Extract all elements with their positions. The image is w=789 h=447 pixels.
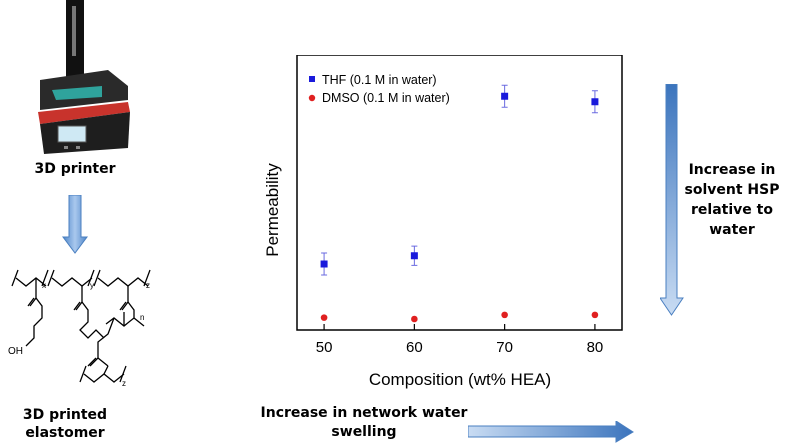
elastomer-label-line1: 3D printed [22,407,108,423]
x-tick-label: 50 [316,339,333,356]
series-layer [320,84,599,323]
x-tick-label: 80 [587,339,604,356]
chem-sub-z: z [146,281,150,290]
x-tick-label: 60 [406,339,423,356]
legend-thf-marker [309,76,315,82]
swelling-right-arrow [468,421,634,443]
dmso-point [501,311,508,319]
printer-label: 3D printer [34,161,116,177]
swelling-label-line1: Increase in network water [260,405,468,421]
thf-point [320,260,328,268]
down-arrow [62,195,88,254]
x-axis-title: Composition (wt% HEA) [369,370,551,389]
printer-red-band [38,102,130,124]
x-tick-label: 70 [496,339,513,356]
chem-sub-y: y [90,281,94,290]
legend-dmso-marker [308,94,316,102]
elastomer-label: 3D printed elastomer [0,406,130,442]
elastomer-label-line2: elastomer [25,425,105,441]
y-axis-title: Permeability [263,163,282,257]
permeability-chart: 50 60 70 80 THF (0.1 M in water) DMSO (0.1 … [263,55,623,389]
chem-sub-n: n [140,313,144,322]
swelling-label-line2: swelling [331,424,397,440]
hsp-down-arrow [660,84,684,316]
legend-thf-label: THF (0.1 M in water) [322,73,437,87]
chem-sub-x: x [42,281,46,290]
x-ticks: 50 60 70 80 [316,324,604,356]
printer-build-plate [52,86,102,100]
chem-sub-z2: z [122,379,126,388]
hsp-label-line2: solvent HSP [684,182,780,198]
hsp-label: Increase in solvent HSP relative to wate… [676,160,788,240]
chem-oh: OH [8,346,23,357]
plot-frame [296,55,623,331]
chemical-structure: x y z n OH z [8,269,151,388]
dmso-point [411,315,418,323]
thf-point [591,98,599,106]
dmso-point [320,314,328,321]
printer-screen [57,125,87,143]
hsp-label-line3: relative to [691,202,773,218]
thf-point [410,252,418,260]
hsp-label-line1: Increase in [688,162,776,178]
thf-point [501,92,509,100]
legend-dmso-label: DMSO (0.1 M in water) [322,91,450,105]
3d-printer-illustration [38,0,130,154]
swelling-label: Increase in network water swelling [248,404,480,442]
legend: THF (0.1 M in water) DMSO (0.1 M in wate… [308,73,450,105]
hsp-label-line4: water [709,222,755,238]
dmso-point [591,311,599,319]
